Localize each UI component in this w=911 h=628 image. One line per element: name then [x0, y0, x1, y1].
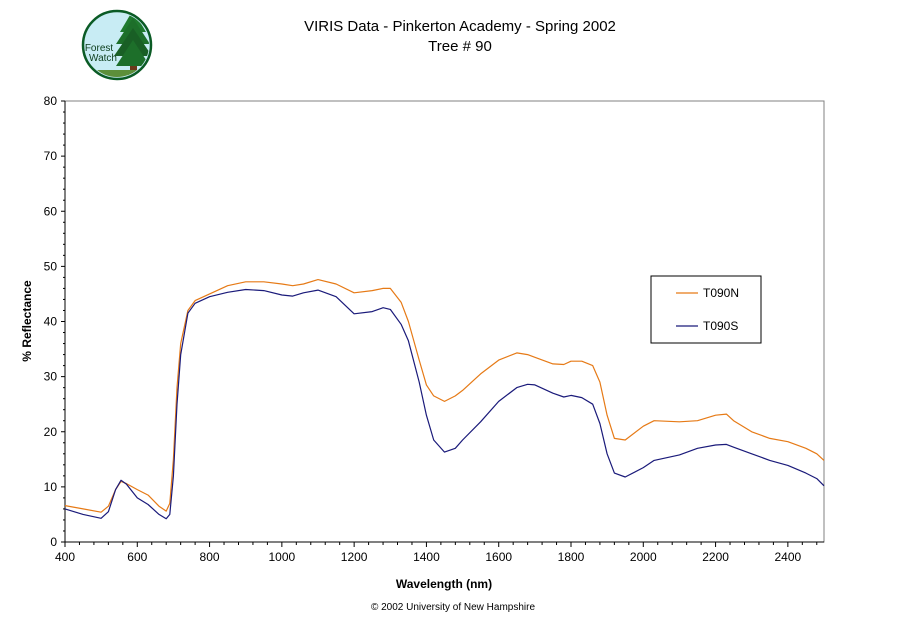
- x-tick-label: 600: [127, 550, 147, 564]
- y-tick-label: 0: [50, 535, 57, 549]
- y-tick-label: 20: [44, 425, 58, 439]
- y-tick-label: 40: [44, 315, 58, 329]
- chart-subtitle: Tree # 90: [428, 38, 492, 55]
- y-tick-label: 70: [44, 149, 58, 163]
- x-tick-label: 1800: [558, 550, 585, 564]
- x-axis-label: Wavelength (nm): [396, 577, 492, 591]
- x-ticks: 400 600 800 1000 1200 1400 1600 1800 2000 2200 240…: [55, 542, 818, 564]
- x-tick-label: 2200: [702, 550, 729, 564]
- y-tick-label: 80: [44, 94, 58, 108]
- legend: T090N T090S: [650, 275, 762, 344]
- copyright-text: © 2002 University of New Hampshire: [371, 602, 536, 613]
- series-line-t090s: [64, 288, 825, 520]
- legend-box: [650, 275, 762, 344]
- x-tick-label: 1600: [485, 550, 512, 564]
- y-tick-label: 50: [44, 259, 58, 273]
- y-tick-label: 60: [44, 204, 58, 218]
- x-tick-label: 1400: [413, 550, 440, 564]
- x-tick-label: 1000: [269, 550, 296, 564]
- forest-watch-logo: Forest Watch: [81, 9, 153, 81]
- y-tick-label: 10: [44, 480, 58, 494]
- series-group: [64, 279, 825, 520]
- chart-title: VIRIS Data - Pinkerton Academy - Spring …: [304, 18, 616, 35]
- y-ticks: 0 10 20 30 40 50 60 70 80: [44, 94, 65, 549]
- tree-icon: [85, 13, 149, 77]
- x-tick-label: 400: [55, 550, 75, 564]
- y-tick-label: 30: [44, 370, 58, 384]
- x-tick-label: 2000: [630, 550, 657, 564]
- x-tick-label: 800: [200, 550, 220, 564]
- y-axis-label: % Reflectance: [20, 280, 34, 362]
- legend-label-t090n: T090N: [703, 286, 739, 300]
- legend-label-t090s: T090S: [703, 319, 738, 333]
- x-tick-label: 2400: [775, 550, 802, 564]
- logo-text-forest: Forest: [85, 43, 114, 54]
- series-line-t090n: [64, 279, 825, 513]
- x-tick-label: 1200: [341, 550, 368, 564]
- logo-text-watch: Watch: [89, 53, 117, 64]
